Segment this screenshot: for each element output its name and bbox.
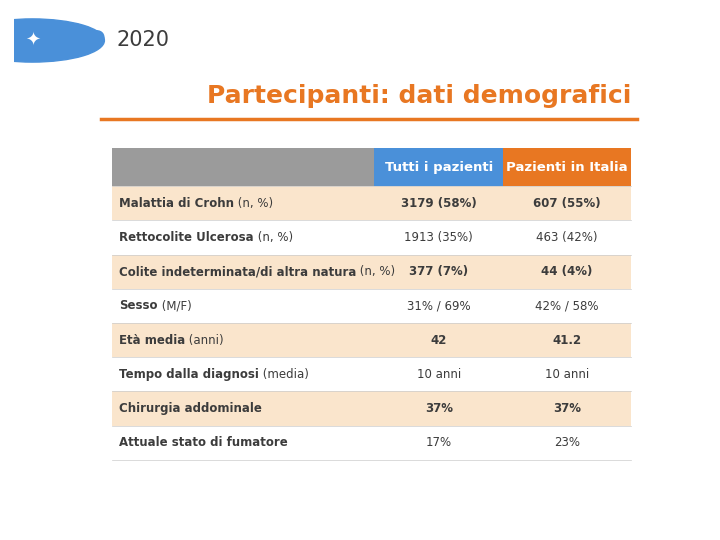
Circle shape bbox=[0, 19, 104, 62]
Bar bbox=[503, 148, 631, 186]
Text: Pazienti in Italia: Pazienti in Italia bbox=[506, 160, 628, 173]
Bar bbox=[112, 357, 631, 392]
Text: (n, %): (n, %) bbox=[253, 231, 293, 244]
Text: Malattia di Crohn: Malattia di Crohn bbox=[119, 197, 234, 210]
Bar bbox=[112, 148, 374, 186]
Bar bbox=[112, 289, 631, 323]
Text: 3179 (58%): 3179 (58%) bbox=[401, 197, 477, 210]
Text: (media): (media) bbox=[259, 368, 309, 381]
Text: 44 (4%): 44 (4%) bbox=[541, 265, 593, 278]
Text: 607 (55%): 607 (55%) bbox=[534, 197, 601, 210]
Text: 10 anni: 10 anni bbox=[417, 368, 461, 381]
Text: 463 (42%): 463 (42%) bbox=[536, 231, 598, 244]
Text: Età media: Età media bbox=[119, 334, 185, 347]
Text: 2020: 2020 bbox=[117, 30, 170, 51]
Text: Rettocolite Ulcerosa: Rettocolite Ulcerosa bbox=[119, 231, 253, 244]
Text: Tempo dalla diagnosi: Tempo dalla diagnosi bbox=[119, 368, 259, 381]
Bar bbox=[112, 220, 631, 255]
Text: (n, %): (n, %) bbox=[356, 265, 395, 278]
Text: Chirurgia addominale: Chirurgia addominale bbox=[119, 402, 262, 415]
Bar bbox=[112, 323, 631, 357]
Bar bbox=[112, 186, 631, 220]
Text: 1913 (35%): 1913 (35%) bbox=[405, 231, 473, 244]
Text: 42% / 58%: 42% / 58% bbox=[536, 299, 599, 313]
Text: (anni): (anni) bbox=[185, 334, 224, 347]
Text: (M/F): (M/F) bbox=[158, 299, 192, 313]
Text: Partecipanti: dati demografici: Partecipanti: dati demografici bbox=[207, 84, 631, 108]
Text: 31% / 69%: 31% / 69% bbox=[407, 299, 471, 313]
Text: IBD: IBD bbox=[65, 30, 106, 51]
Text: 17%: 17% bbox=[426, 436, 451, 449]
Text: Attuale stato di fumatore: Attuale stato di fumatore bbox=[119, 436, 288, 449]
Text: 23%: 23% bbox=[554, 436, 580, 449]
Text: 42: 42 bbox=[431, 334, 447, 347]
Text: 37%: 37% bbox=[553, 402, 581, 415]
Text: Tutti i pazienti: Tutti i pazienti bbox=[384, 160, 493, 173]
Text: 41.2: 41.2 bbox=[553, 334, 582, 347]
Text: 377 (7%): 377 (7%) bbox=[409, 265, 468, 278]
Bar bbox=[374, 148, 503, 186]
Bar bbox=[112, 392, 631, 426]
Text: Colite indeterminata/di altra natura: Colite indeterminata/di altra natura bbox=[119, 265, 356, 278]
Bar bbox=[112, 426, 631, 460]
Text: 10 anni: 10 anni bbox=[545, 368, 589, 381]
Text: Sesso: Sesso bbox=[119, 299, 158, 313]
Text: 37%: 37% bbox=[425, 402, 453, 415]
Text: ✦: ✦ bbox=[24, 31, 40, 50]
Bar bbox=[112, 255, 631, 289]
Text: (n, %): (n, %) bbox=[234, 197, 273, 210]
